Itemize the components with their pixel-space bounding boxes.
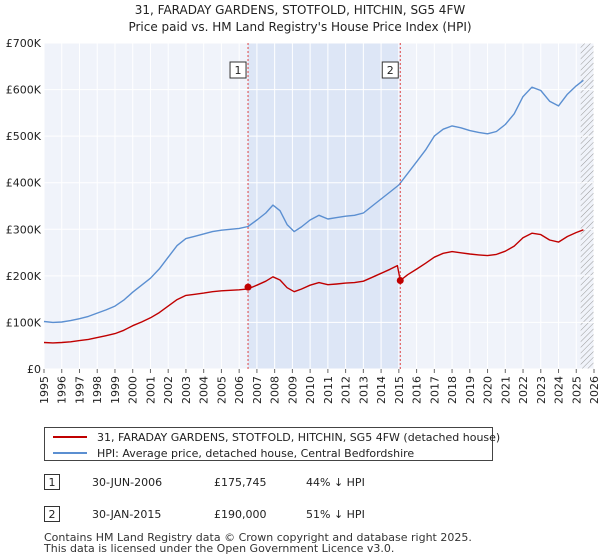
sale-date: 30-JUN-2006 — [92, 476, 163, 489]
x-tick-label: 2015 — [393, 376, 406, 404]
price-chart: 31, FARADAY GARDENS, STOTFOLD, HITCHIN, … — [6, 3, 600, 404]
sale-hpi-diff: 51% ↓ HPI — [306, 508, 365, 521]
x-tick-label: 2026 — [588, 376, 600, 404]
legend-label-hpi: HPI: Average price, detached house, Cent… — [97, 446, 415, 460]
footer-license: This data is licensed under the Open Gov… — [44, 542, 395, 555]
x-tick-label: 2023 — [535, 376, 548, 404]
property-series-line — [43, 229, 584, 344]
ownership-period-shade — [248, 43, 401, 369]
y-tick-label: £0 — [27, 363, 41, 376]
x-tick-label: 2022 — [517, 376, 530, 404]
x-tick-label: 2006 — [233, 376, 246, 404]
sale-price: £175,745 — [214, 476, 267, 489]
y-tick-label: £700K — [6, 37, 42, 50]
x-tick-label: 1995 — [38, 376, 51, 404]
x-tick-label: 2019 — [464, 376, 477, 404]
legend-swatch-property — [53, 436, 87, 438]
x-tick-label: 2018 — [446, 376, 459, 404]
sale-badge: 1 — [44, 474, 60, 490]
x-tick-label: 1998 — [91, 376, 104, 404]
sale-2-point — [396, 277, 404, 285]
x-tick-label: 2000 — [127, 376, 140, 404]
x-tick-label: 2016 — [411, 376, 424, 404]
y-tick-label: £600K — [6, 84, 42, 97]
future-hatch — [580, 43, 594, 369]
x-tick-label: 2003 — [180, 376, 193, 404]
footer: Contains HM Land Registry data © Crown c… — [44, 532, 472, 554]
footer-copyright: Contains HM Land Registry data © Crown c… — [44, 531, 472, 544]
x-tick-label: 1997 — [73, 376, 86, 404]
chart-subtitle: Price paid vs. HM Land Registry's House … — [128, 20, 471, 34]
x-tick-label: 2001 — [144, 376, 157, 404]
y-tick-label: £500K — [6, 130, 42, 143]
x-tick-label: 2020 — [482, 376, 495, 404]
x-tick-label: 2021 — [499, 376, 512, 404]
x-tick-label: 1999 — [109, 376, 122, 404]
x-tick-label: 2011 — [322, 376, 335, 404]
x-tick-label: 2009 — [286, 376, 299, 404]
sale-1-badge-box — [229, 61, 247, 79]
sale-2-badge-label: 2 — [387, 64, 394, 77]
x-tick-label: 2002 — [162, 376, 175, 404]
legend-item-hpi: HPI: Average price, detached house, Cent… — [53, 445, 414, 461]
x-tick-label: 2013 — [357, 376, 370, 404]
hpi-series-line — [43, 79, 584, 324]
legend: 31, FARADAY GARDENS, STOTFOLD, HITCHIN, … — [44, 427, 500, 461]
x-tick-label: 2007 — [251, 376, 264, 404]
y-tick-label: £100K — [6, 316, 42, 329]
sale-2-badge-box — [381, 61, 399, 79]
sale-hpi-diff: 44% ↓ HPI — [306, 476, 365, 489]
x-tick-label: 2010 — [304, 376, 317, 404]
sale-1-badge-label: 1 — [235, 64, 242, 77]
legend-swatch-hpi — [53, 452, 87, 454]
x-tick-label: 1996 — [56, 376, 69, 404]
legend-label-property: 31, FARADAY GARDENS, STOTFOLD, HITCHIN, … — [97, 430, 501, 444]
y-tick-label: £300K — [6, 223, 42, 236]
x-tick-label: 2008 — [269, 376, 282, 404]
x-tick-label: 2017 — [428, 376, 441, 404]
sale-price: £190,000 — [214, 508, 267, 521]
legend-item-property: 31, FARADAY GARDENS, STOTFOLD, HITCHIN, … — [53, 429, 500, 445]
y-tick-label: £200K — [6, 270, 42, 283]
x-tick-label: 2014 — [375, 376, 388, 404]
x-tick-label: 2024 — [553, 376, 566, 404]
x-tick-label: 2005 — [215, 376, 228, 404]
sale-date: 30-JAN-2015 — [92, 508, 162, 521]
y-tick-label: £400K — [6, 177, 42, 190]
sale-badge: 2 — [44, 506, 60, 522]
x-tick-label: 2004 — [198, 376, 211, 404]
x-tick-label: 2025 — [570, 376, 583, 404]
sale-1-point — [244, 283, 252, 291]
chart-title: 31, FARADAY GARDENS, STOTFOLD, HITCHIN, … — [135, 3, 466, 17]
x-tick-label: 2012 — [340, 376, 353, 404]
